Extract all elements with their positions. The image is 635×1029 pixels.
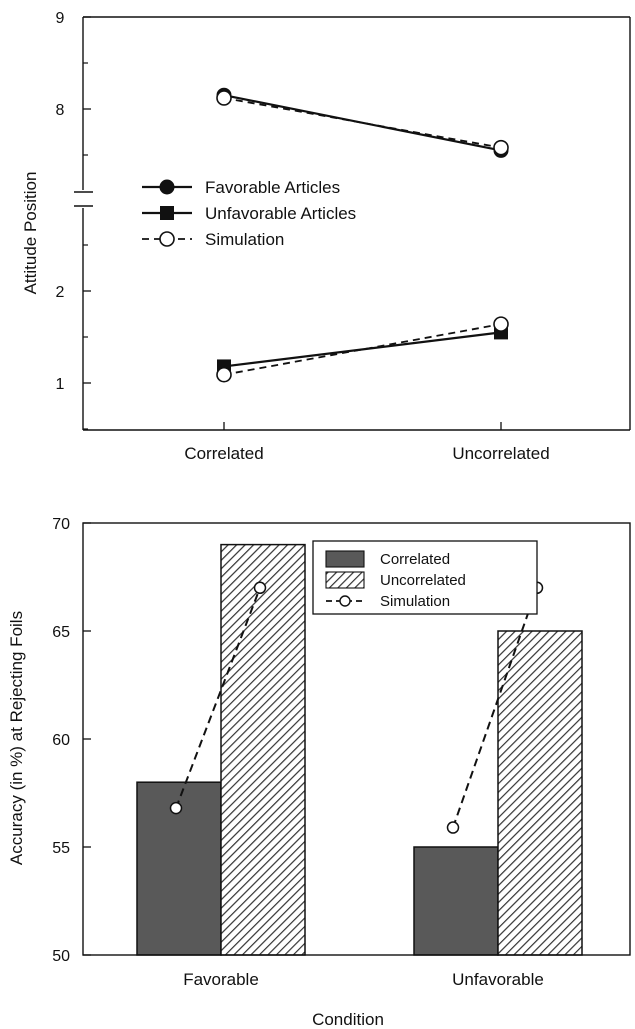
series-line-unfavorable-articles <box>223 331 502 368</box>
legend-swatch-correlated <box>325 550 365 568</box>
legend-swatch-uncorrelated <box>325 571 365 589</box>
legend-marker-simulation <box>159 231 175 247</box>
simulation-marker-favorable <box>253 581 267 595</box>
accuracy-chart-ticks: 50 55 60 65 70 Favorable Unfavorable <box>52 516 544 989</box>
series-marker-simulation <box>216 90 232 106</box>
attitude-x-category-label: Correlated <box>184 444 263 463</box>
legend-label-favorable: Favorable Articles <box>205 178 340 197</box>
series-marker-simulation <box>493 316 509 332</box>
attitude-y-tick-label: 9 <box>56 10 65 27</box>
bar-uncorrelated-unfavorable <box>497 630 583 956</box>
legend-label-simulation: Simulation <box>380 593 450 610</box>
series-line-simulation <box>223 97 502 149</box>
series-marker-simulation <box>493 139 509 156</box>
series-line-simulation <box>223 323 502 376</box>
accuracy-y-tick-label: 55 <box>52 840 70 857</box>
accuracy-chart: 50 55 60 65 70 Favorable Unfavorable Accuracy … <box>7 516 631 1029</box>
legend-marker-favorable <box>159 179 175 195</box>
simulation-line-unfavorable <box>452 587 538 828</box>
series-line-favorable-articles <box>223 94 502 152</box>
attitude-y-tick-label: 2 <box>56 284 65 301</box>
attitude-y-tick-label: 1 <box>56 376 65 393</box>
attitude-x-category-label: Uncorrelated <box>452 444 549 463</box>
accuracy-y-tick-label: 70 <box>52 516 70 533</box>
simulation-line-favorable <box>175 587 261 809</box>
legend-label-unfavorable: Unfavorable Articles <box>205 204 356 223</box>
accuracy-y-tick-label: 60 <box>52 732 70 749</box>
bar-uncorrelated-favorable <box>220 543 306 956</box>
attitude-y-axis-title: Attitude Position <box>21 172 40 295</box>
accuracy-x-category-label: Favorable <box>183 970 259 989</box>
attitude-chart-axes <box>74 16 631 431</box>
bar-correlated-unfavorable <box>413 846 499 956</box>
legend-marker-simulation <box>339 595 351 607</box>
simulation-marker-unfavorable <box>446 821 460 834</box>
attitude-series <box>216 87 509 383</box>
condition-x-axis-title: Condition <box>312 1010 384 1029</box>
series-marker-simulation <box>216 366 232 383</box>
accuracy-bars <box>136 543 583 956</box>
legend-label-uncorrelated: Uncorrelated <box>380 572 466 589</box>
simulation-marker-favorable <box>169 801 183 815</box>
accuracy-y-tick-label: 50 <box>52 948 70 965</box>
legend-label-simulation: Simulation <box>205 230 284 249</box>
attitude-y-tick-label: 8 <box>56 102 65 119</box>
legend-marker-unfavorable <box>160 206 174 220</box>
accuracy-legend: Correlated Uncorrelated Simulation <box>312 540 538 615</box>
accuracy-y-tick-label: 65 <box>52 624 70 641</box>
attitude-position-chart: 9 8 2 1 Correlated Uncorrelated Attitude Posi… <box>21 10 631 463</box>
attitude-chart-ticks: 9 8 2 1 Correlated Uncorrelated <box>56 10 550 463</box>
attitude-legend: Favorable Articles Unfavorable Articles Si… <box>142 178 356 249</box>
accuracy-y-axis-title: Accuracy (in %) at Rejecting Foils <box>7 611 26 865</box>
accuracy-x-category-label: Unfavorable <box>452 970 544 989</box>
legend-label-correlated: Correlated <box>380 551 450 568</box>
